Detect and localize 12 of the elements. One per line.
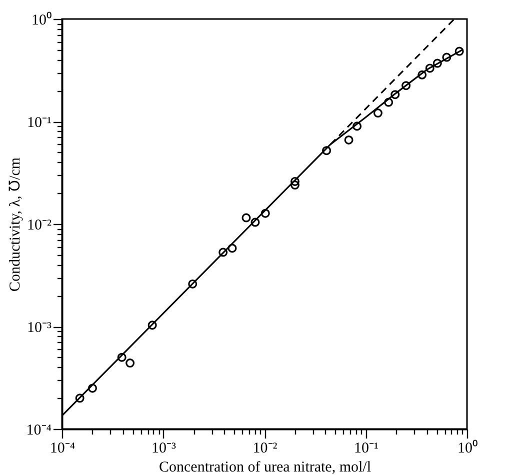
y-tick-label: 10⁻⁴ xyxy=(26,422,52,438)
x-tick-label: 10⁻² xyxy=(252,440,278,456)
x-tick-label: 10⁰ xyxy=(458,440,478,456)
y-axis-title: Conductivity, λ, ℧/cm xyxy=(7,157,24,292)
y-tick-label: 10⁰ xyxy=(32,12,52,28)
x-axis-title: Concentration of urea nitrate, mol/l xyxy=(158,460,372,475)
x-tick-label: 10⁻¹ xyxy=(354,440,378,456)
y-tick-label: 10⁻¹ xyxy=(27,115,52,131)
y-tick-label: 10⁻² xyxy=(27,218,52,234)
y-tick-label: 10⁻³ xyxy=(27,320,52,336)
x-tick-label: 10⁻⁴ xyxy=(50,440,76,456)
x-tick-label: 10⁻³ xyxy=(152,440,176,456)
